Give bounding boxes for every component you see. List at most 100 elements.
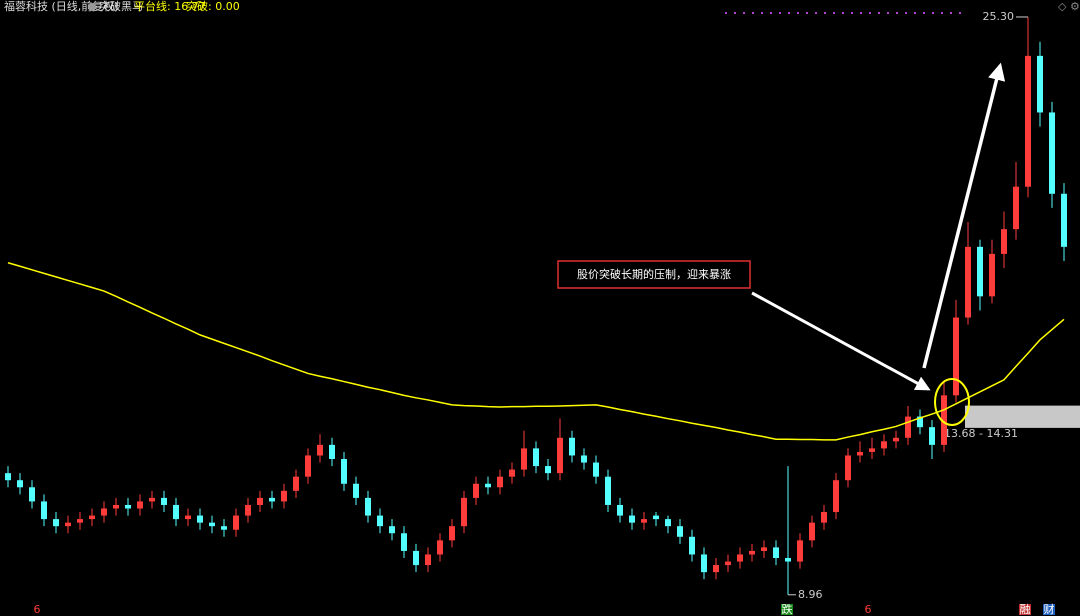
candle-body bbox=[809, 522, 815, 541]
zone-label: 13.68 - 14.31 bbox=[944, 427, 1018, 440]
candle-body bbox=[869, 448, 875, 452]
candle-body bbox=[89, 515, 95, 520]
candle-body bbox=[101, 508, 107, 516]
candle-body bbox=[785, 558, 791, 562]
candle-body bbox=[269, 497, 275, 502]
marker-label: 财 bbox=[1044, 602, 1055, 616]
plot-area: 13.68 - 14.31 25.30 8.96 6 跌 6 融财 bbox=[5, 10, 1080, 616]
candle-body bbox=[737, 554, 743, 562]
candle-body bbox=[197, 515, 203, 523]
candle-body bbox=[341, 458, 347, 484]
highlight-circle bbox=[934, 378, 970, 426]
candle-body bbox=[701, 554, 707, 573]
event-dot bbox=[851, 12, 853, 14]
header: 福蓉科技 (日线,前复权) 突破黑马 平台线: 16.77 突破: 0.00 ◇… bbox=[4, 0, 1080, 13]
candle-body bbox=[1061, 193, 1067, 247]
candle-body bbox=[569, 437, 575, 456]
event-dot bbox=[887, 12, 889, 14]
marker-box bbox=[781, 604, 793, 615]
candle-body bbox=[641, 519, 647, 523]
event-dot bbox=[725, 12, 727, 14]
indicator-value: 突破: 0.00 bbox=[186, 0, 240, 13]
ma-line bbox=[7, 262, 1065, 441]
candle-body bbox=[509, 469, 515, 477]
candle-body bbox=[53, 519, 59, 527]
candle-body bbox=[137, 501, 143, 509]
event-dot bbox=[788, 12, 790, 14]
candle-body bbox=[605, 476, 611, 505]
candle-body bbox=[17, 480, 23, 488]
zone-band bbox=[965, 405, 1080, 428]
marker-label: 融 bbox=[1020, 603, 1031, 616]
candle-body bbox=[425, 554, 431, 566]
candle-body bbox=[593, 462, 599, 477]
candle-body bbox=[629, 515, 635, 523]
candle-body bbox=[413, 550, 419, 566]
candle-body bbox=[821, 512, 827, 523]
event-dot bbox=[806, 12, 808, 14]
candle-body bbox=[773, 547, 779, 559]
candle-body bbox=[953, 317, 959, 396]
candle-body bbox=[113, 504, 119, 509]
candle-body bbox=[677, 526, 683, 537]
indicator-name: 突破黑马 bbox=[99, 0, 143, 13]
arrow bbox=[922, 62, 1006, 369]
candle-body bbox=[653, 515, 659, 520]
candle-body bbox=[1013, 186, 1019, 230]
event-dot bbox=[932, 12, 934, 14]
candle-body bbox=[893, 437, 899, 442]
event-dot bbox=[878, 12, 880, 14]
event-dot bbox=[842, 12, 844, 14]
candle-body bbox=[209, 522, 215, 527]
indicator-icon bbox=[88, 3, 96, 11]
event-dot bbox=[914, 12, 916, 14]
candle-body bbox=[437, 540, 443, 555]
candle-body bbox=[749, 550, 755, 555]
marker-label: 6 bbox=[34, 603, 41, 616]
candle-body bbox=[497, 476, 503, 488]
marker-box bbox=[1043, 604, 1055, 615]
event-dot bbox=[869, 12, 871, 14]
event-dot bbox=[959, 12, 961, 14]
candle-body bbox=[905, 416, 911, 438]
candle-body bbox=[461, 497, 467, 527]
candle-body bbox=[173, 504, 179, 520]
candle-body bbox=[797, 540, 803, 562]
candle-body bbox=[1037, 55, 1043, 113]
candle-body bbox=[401, 533, 407, 551]
candle-body bbox=[1025, 55, 1031, 187]
high-label: 25.30 bbox=[983, 10, 1015, 23]
candle-body bbox=[449, 526, 455, 541]
candle-body bbox=[977, 246, 983, 297]
candle-body bbox=[665, 519, 671, 527]
candle-body bbox=[725, 561, 731, 566]
candle-body bbox=[557, 437, 563, 474]
event-dot bbox=[779, 12, 781, 14]
candle-body bbox=[41, 501, 47, 520]
icon[interactable]: ◇ bbox=[1058, 0, 1067, 13]
marker-box bbox=[1019, 604, 1031, 615]
candle-body bbox=[761, 547, 767, 551]
arrow bbox=[751, 291, 931, 391]
candle-body bbox=[221, 526, 227, 530]
candle-body bbox=[845, 455, 851, 481]
low-label: 8.96 bbox=[798, 588, 823, 601]
icon[interactable]: ⚙ bbox=[1070, 0, 1080, 13]
candle-body bbox=[1001, 229, 1007, 254]
candle-body bbox=[533, 448, 539, 467]
candle-body bbox=[233, 515, 239, 530]
candle-body bbox=[941, 395, 947, 445]
event-dot bbox=[896, 12, 898, 14]
candle-body bbox=[149, 497, 155, 502]
candle-body bbox=[257, 497, 263, 505]
candle-body bbox=[485, 483, 491, 488]
event-dot bbox=[923, 12, 925, 14]
event-dot bbox=[905, 12, 907, 14]
candle-body bbox=[713, 565, 719, 573]
annotation: 股价突破长期的压制，迎来暴涨 bbox=[557, 62, 1006, 426]
event-dot bbox=[833, 12, 835, 14]
candle-body bbox=[989, 253, 995, 297]
candle-body bbox=[161, 497, 167, 505]
